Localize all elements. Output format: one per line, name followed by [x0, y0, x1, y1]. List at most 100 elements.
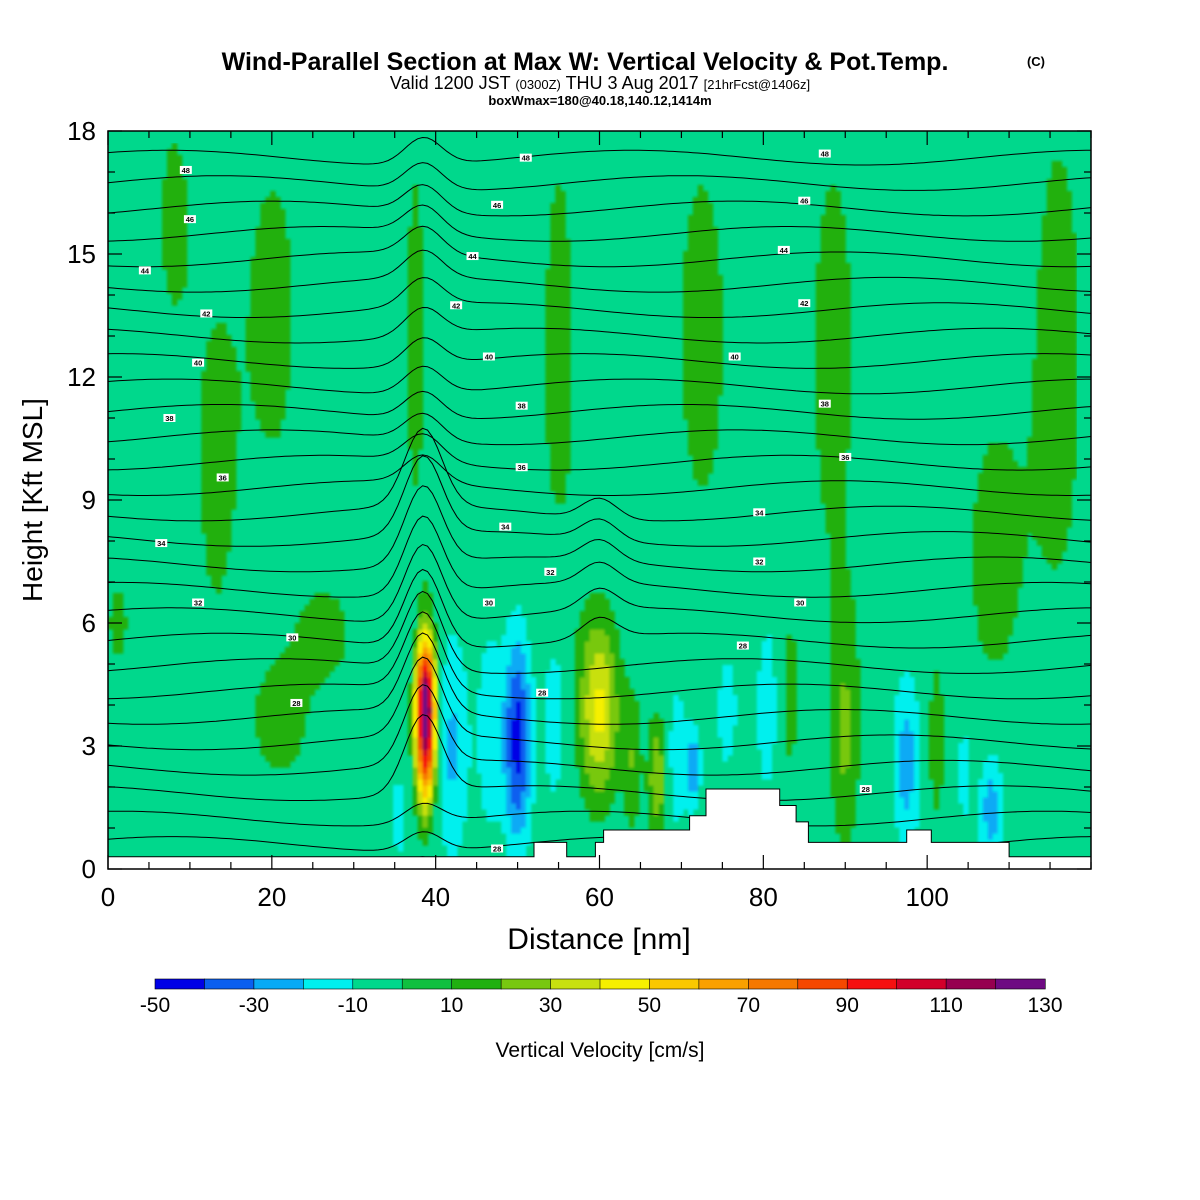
velocity-cell — [982, 605, 989, 612]
velocity-cell — [427, 623, 433, 630]
velocity-cell — [840, 809, 846, 816]
velocity-cell — [171, 209, 178, 216]
velocity-cell — [407, 317, 414, 324]
velocity-cell — [275, 227, 281, 234]
velocity-cell — [840, 467, 846, 474]
velocity-cell — [835, 395, 841, 402]
velocity-cell — [692, 383, 699, 390]
contour-label-box — [200, 309, 213, 318]
velocity-cell — [230, 377, 237, 384]
velocity-cell — [1051, 527, 1058, 534]
velocity-cell — [1066, 521, 1072, 528]
velocity-cell — [850, 755, 856, 762]
velocity-cell — [997, 575, 1004, 582]
velocity-cell — [579, 617, 586, 624]
velocity-cell — [447, 647, 453, 654]
velocity-cell — [1056, 491, 1063, 498]
velocity-cell — [432, 737, 438, 744]
velocity-cell — [225, 539, 232, 546]
velocity-cell — [284, 665, 291, 672]
velocity-cell — [550, 293, 556, 300]
velocity-cell — [1036, 341, 1043, 348]
velocity-cell — [211, 581, 217, 588]
velocity-cell — [515, 689, 522, 696]
velocity-cell — [791, 653, 797, 660]
velocity-cell — [206, 545, 212, 552]
velocity-cell — [687, 227, 694, 234]
velocity-cell — [702, 221, 709, 228]
velocity-cell — [250, 383, 257, 390]
velocity-cell — [653, 767, 660, 774]
velocity-cell — [520, 653, 527, 660]
velocity-cell — [1007, 455, 1013, 462]
velocity-cell — [614, 767, 620, 774]
velocity-cell — [830, 629, 837, 636]
velocity-cell — [1007, 569, 1013, 576]
velocity-cell — [997, 521, 1004, 528]
velocity-cell — [491, 767, 497, 774]
velocity-cell — [1056, 545, 1063, 552]
velocity-cell — [284, 269, 291, 276]
velocity-cell — [407, 395, 414, 402]
velocity-cell — [555, 365, 561, 372]
velocity-cell — [442, 839, 448, 846]
velocity-cell — [299, 611, 306, 618]
velocity-cell — [270, 749, 276, 756]
velocity-cell — [692, 257, 699, 264]
velocity-cell — [1051, 473, 1058, 480]
velocity-cell — [899, 803, 905, 810]
velocity-cell — [938, 773, 945, 780]
velocity-cell — [1012, 521, 1018, 528]
velocity-cell — [835, 221, 841, 228]
velocity-cell — [653, 749, 660, 756]
velocity-cell — [476, 731, 483, 738]
velocity-cell — [692, 305, 699, 312]
velocity-cell — [122, 617, 129, 624]
velocity-cell — [840, 659, 846, 666]
velocity-cell — [648, 791, 655, 798]
velocity-cell — [579, 683, 586, 690]
velocity-cell — [1032, 359, 1038, 366]
velocity-cell — [216, 353, 222, 360]
velocity-cell — [314, 665, 320, 672]
velocity-cell — [260, 251, 266, 258]
velocity-cell — [284, 707, 291, 714]
velocity-cell — [1056, 443, 1063, 450]
velocity-cell — [530, 719, 537, 726]
velocity-cell — [265, 311, 271, 318]
velocity-cell — [555, 479, 561, 486]
velocity-cell — [481, 677, 488, 684]
velocity-cell — [835, 209, 841, 216]
velocity-cell — [845, 587, 851, 594]
velocity-cell — [461, 797, 468, 804]
velocity-cell — [555, 731, 561, 738]
velocity-cell — [506, 635, 512, 642]
velocity-cell — [452, 755, 458, 762]
contour-label: 48 — [821, 150, 829, 159]
velocity-cell — [1061, 479, 1068, 486]
velocity-cell — [977, 563, 984, 570]
velocity-cell — [840, 701, 846, 708]
velocity-cell — [692, 755, 699, 762]
velocity-cell — [230, 491, 237, 498]
velocity-cell — [255, 305, 261, 312]
velocity-cell — [992, 485, 999, 492]
velocity-cell — [550, 287, 556, 294]
velocity-cell — [987, 827, 994, 834]
velocity-cell — [835, 377, 841, 384]
velocity-cell — [1007, 497, 1013, 504]
velocity-cell — [653, 713, 660, 720]
velocity-cell — [648, 815, 655, 822]
velocity-cell — [1051, 551, 1058, 558]
velocity-cell — [319, 623, 325, 630]
velocity-cell — [683, 785, 689, 792]
velocity-cell — [697, 473, 704, 480]
velocity-cell — [845, 743, 851, 750]
velocity-cell — [633, 785, 640, 792]
velocity-cell — [171, 227, 178, 234]
velocity-cell — [1012, 605, 1018, 612]
velocity-cell — [491, 653, 497, 660]
velocity-cell — [648, 821, 655, 828]
velocity-cell — [894, 797, 900, 804]
velocity-cell — [545, 383, 551, 390]
